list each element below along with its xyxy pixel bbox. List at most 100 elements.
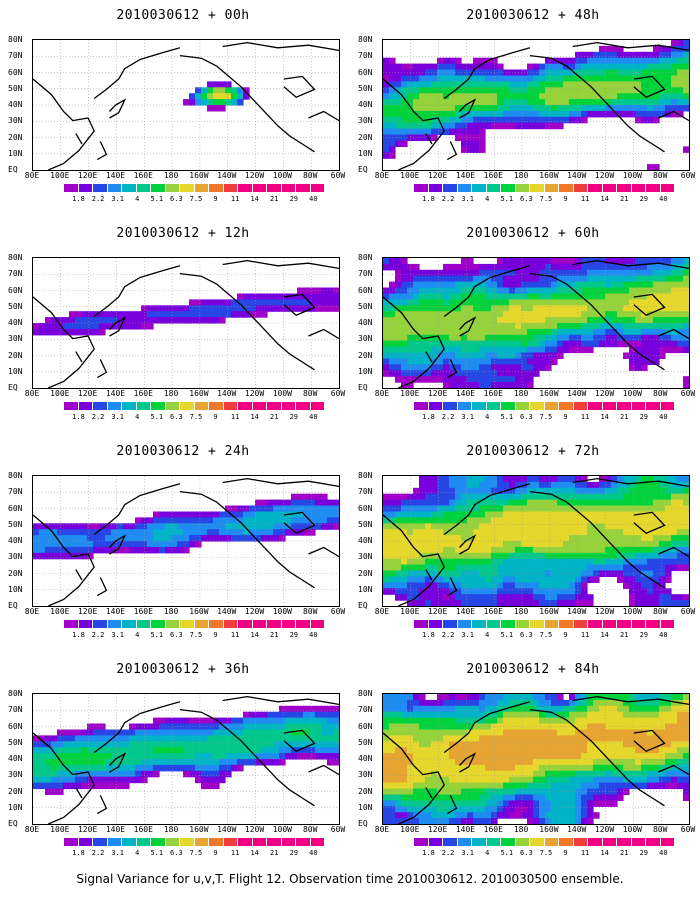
variance-cell — [431, 128, 438, 136]
variance-cell — [665, 317, 672, 324]
variance-cell — [467, 358, 474, 365]
variance-cell — [479, 594, 486, 601]
variance-cell — [437, 476, 444, 483]
variance-cell — [629, 487, 636, 495]
variance-cell — [45, 782, 52, 790]
variance-cell — [425, 517, 432, 524]
variance-cell — [279, 523, 286, 530]
variance-cell — [521, 576, 528, 583]
variance-cell — [527, 105, 534, 112]
variance-cell — [195, 523, 202, 530]
variance-cell — [491, 588, 498, 595]
variance-cell — [641, 582, 648, 589]
variance-cell — [485, 535, 492, 542]
variance-cell — [407, 558, 414, 566]
variance-cell — [569, 735, 576, 742]
variance-cell — [189, 717, 196, 725]
variance-cell — [39, 782, 46, 790]
variance-cell — [647, 275, 654, 283]
variance-cell — [599, 499, 606, 507]
variance-cell — [437, 293, 444, 300]
variance-cell — [485, 523, 492, 530]
variance-cell — [665, 340, 672, 348]
variance-cell — [413, 770, 420, 778]
variance-cell — [273, 299, 280, 306]
variance-cell — [563, 105, 570, 112]
variance-cell — [419, 323, 426, 330]
colorbar-label: 9 — [213, 631, 218, 639]
variance-cell — [503, 517, 510, 524]
variance-cell — [413, 99, 420, 106]
variance-cell — [515, 75, 522, 82]
variance-cell — [563, 57, 570, 65]
variance-cell — [641, 770, 648, 778]
variance-cell — [413, 493, 420, 501]
variance-cell — [479, 517, 486, 524]
variance-cell — [201, 299, 208, 306]
variance-cell — [75, 735, 82, 742]
variance-cell — [527, 493, 534, 501]
variance-cell — [455, 487, 462, 495]
variance-cell — [437, 770, 444, 778]
variance-cell — [521, 281, 528, 289]
variance-cell — [261, 499, 268, 507]
variance-cell — [647, 323, 654, 330]
variance-cell — [389, 776, 396, 784]
variance-cell — [569, 582, 576, 589]
variance-cell — [533, 776, 540, 784]
variance-cell — [545, 594, 552, 601]
variance-cell — [569, 476, 576, 483]
variance-cell — [195, 305, 202, 312]
variance-cell — [599, 45, 606, 53]
variance-cell — [581, 258, 588, 265]
variance-cell — [527, 364, 534, 371]
variance-cell — [333, 735, 339, 742]
variance-cell — [629, 552, 636, 560]
variance-cell — [617, 552, 624, 560]
variance-cell — [497, 122, 504, 130]
variance-cell — [401, 499, 408, 507]
variance-cell — [587, 729, 594, 736]
variance-cell — [629, 493, 636, 501]
variance-cell — [231, 717, 238, 725]
colorbar-swatch — [180, 620, 195, 628]
variance-cell — [147, 541, 154, 548]
variance-cell — [75, 323, 82, 330]
variance-cell — [671, 51, 678, 59]
variance-cell — [533, 541, 540, 548]
variance-cell — [81, 317, 88, 324]
variance-cell — [383, 558, 390, 566]
variance-cell — [401, 753, 408, 760]
variance-cell — [395, 552, 402, 560]
variance-cell — [671, 705, 678, 713]
variance-cell — [81, 523, 88, 530]
variance-cell — [183, 759, 190, 766]
variance-cell — [623, 293, 630, 300]
variance-cell — [635, 364, 642, 371]
variance-cell — [419, 511, 426, 518]
variance-cell — [683, 741, 689, 748]
variance-cell — [123, 747, 130, 754]
variance-cell — [671, 600, 678, 606]
colorbar-swatch — [267, 184, 282, 192]
colorbar-swatch — [660, 402, 675, 410]
variance-cell — [479, 376, 486, 383]
variance-cell — [605, 535, 612, 542]
variance-cell — [255, 311, 262, 318]
variance-cell — [569, 493, 576, 501]
variance-cell — [395, 511, 402, 518]
variance-cell — [419, 741, 426, 748]
variance-cell — [431, 541, 438, 548]
colorbar-label: 29 — [289, 195, 299, 203]
variance-cell — [629, 499, 636, 507]
variance-cell — [569, 57, 576, 65]
variance-cell — [395, 741, 402, 748]
variance-cell — [635, 340, 642, 348]
variance-cell — [635, 328, 642, 336]
variance-cell — [497, 699, 504, 707]
variance-cell — [533, 741, 540, 748]
variance-cell — [611, 57, 618, 65]
variance-cell — [509, 269, 516, 277]
colorbar-swatch — [180, 184, 195, 192]
variance-cell — [623, 81, 630, 88]
